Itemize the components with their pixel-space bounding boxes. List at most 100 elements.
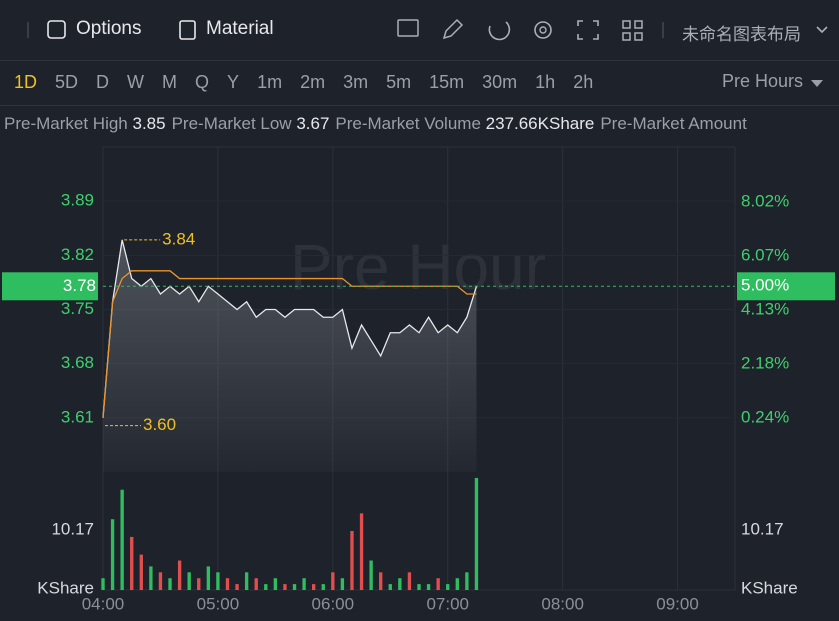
stat-label: Pre-Market High: [4, 114, 128, 133]
volume-bar: [101, 578, 105, 590]
timeframe[interactable]: Q: [195, 72, 210, 92]
volume-bar: [187, 572, 191, 590]
layout-icon[interactable]: [622, 20, 643, 41]
y-tick-label: 3.68: [61, 353, 94, 372]
material-label: Material: [206, 18, 274, 39]
volume-bar: [455, 578, 459, 590]
volume-bar: [331, 572, 335, 590]
indicator-icon[interactable]: [397, 19, 419, 37]
timeframe[interactable]: 15m: [429, 72, 465, 92]
stat-value: 237.66KShare: [485, 114, 595, 133]
volume-bar: [292, 584, 297, 590]
draw-icon[interactable]: [442, 18, 464, 40]
x-tick-label: 08:00: [541, 594, 584, 613]
timeframe[interactable]: Y: [227, 72, 240, 92]
stat-label: Pre-Market Low: [171, 114, 292, 133]
volume-bar: [426, 584, 431, 590]
options-button[interactable]: Options: [76, 18, 141, 40]
toolbar-icons: [27, 18, 828, 41]
volume-tick-label: 10.17: [741, 520, 784, 539]
y-tick-label: 3.75: [61, 299, 94, 318]
volume-bar: [436, 578, 440, 590]
timeframe[interactable]: 30m: [482, 72, 518, 92]
watermark: Pre Hour: [290, 231, 546, 303]
y2-tick-label: 2.18%: [741, 354, 789, 373]
session-label: Pre Hours: [722, 71, 804, 91]
x-tick-label: 07:00: [426, 594, 469, 613]
volume-tick-label: 10.17: [51, 520, 94, 539]
volume-bar: [206, 566, 211, 590]
volume-bar: [379, 572, 383, 590]
stat-value: 3.67: [296, 114, 330, 133]
timeframe[interactable]: 1h: [535, 72, 556, 92]
volume-bar: [311, 584, 316, 590]
y-tick-label: 3.61: [61, 407, 94, 426]
volume-bar: [149, 566, 153, 590]
y2-tick-label: 8.02%: [741, 191, 789, 210]
timeframe[interactable]: 2m: [300, 72, 326, 92]
arrow: [811, 80, 823, 87]
layout-name[interactable]: 未命名图表布局: [682, 20, 801, 45]
volume-bar: [168, 578, 172, 590]
volume-bar: [130, 536, 134, 590]
fullscreen-icon[interactable]: [577, 20, 599, 40]
volume-unit: KShare: [741, 578, 798, 597]
price-line: [102, 239, 478, 418]
timeframe[interactable]: 1m: [257, 72, 283, 92]
volume-bar: [350, 531, 354, 590]
volume-bar: [225, 578, 230, 590]
timeframe[interactable]: 3m: [343, 72, 369, 92]
stat-label: Pre-Market Volume: [335, 114, 481, 133]
options-label: Options: [76, 18, 142, 39]
timeframe-bar: Pre Hours: [0, 61, 839, 106]
timeframe[interactable]: 5D: [55, 72, 79, 92]
session-arrow: [811, 80, 823, 87]
volume-bar: [302, 578, 306, 590]
volume-bar: [446, 584, 450, 590]
timeframe[interactable]: D: [96, 72, 110, 92]
volume-bar: [273, 578, 278, 590]
volume-bar: [177, 560, 182, 590]
current-pct-badge: [737, 272, 835, 301]
volume-bar: [254, 578, 258, 590]
x-tick-label: 09:00: [656, 594, 699, 613]
dropdown-icon[interactable]: [816, 26, 828, 34]
volume-bar: [417, 584, 421, 590]
volume-bar: [283, 584, 287, 590]
y-tick-label: 3.82: [61, 245, 94, 264]
layout-label: 未命名图表布局: [682, 25, 801, 44]
volume-unit: KShare: [37, 578, 94, 597]
timeframe[interactable]: M: [162, 72, 178, 92]
settings-icon[interactable]: [534, 21, 552, 39]
timeframe[interactable]: 1D: [14, 72, 38, 92]
material-icon[interactable]: [179, 20, 196, 40]
volume-bar: [474, 477, 479, 590]
timeframe[interactable]: 5m: [386, 72, 412, 92]
volume-bar: [244, 572, 249, 590]
timeframe[interactable]: W: [127, 72, 145, 92]
volume-bar: [359, 513, 364, 590]
x-tick-label: 05:00: [197, 594, 240, 613]
settings-icon-core: [539, 26, 547, 34]
stat-label: Pre-Market Amount: [600, 114, 747, 133]
material-button[interactable]: Material: [206, 18, 274, 40]
volume-bar: [120, 489, 124, 590]
volume-bar: [216, 572, 220, 590]
session-select[interactable]: Pre Hours: [722, 71, 803, 92]
volume-bar: [197, 578, 201, 590]
current-pct: 5.00%: [741, 275, 789, 294]
timeframe[interactable]: 2h: [573, 72, 594, 92]
volume-bar: [407, 572, 412, 590]
x-tick-label: 06:00: [312, 594, 355, 613]
reset-icon[interactable]: [488, 21, 511, 41]
volume-bar: [139, 554, 143, 590]
volume-bar: [465, 572, 469, 590]
y2-tick-label: 4.13%: [741, 300, 789, 319]
options-icon[interactable]: [47, 20, 66, 39]
average-line: [102, 270, 477, 418]
volume-bar: [340, 578, 345, 590]
annotation-label: 3.84: [162, 229, 195, 248]
volume-bar: [235, 584, 239, 590]
